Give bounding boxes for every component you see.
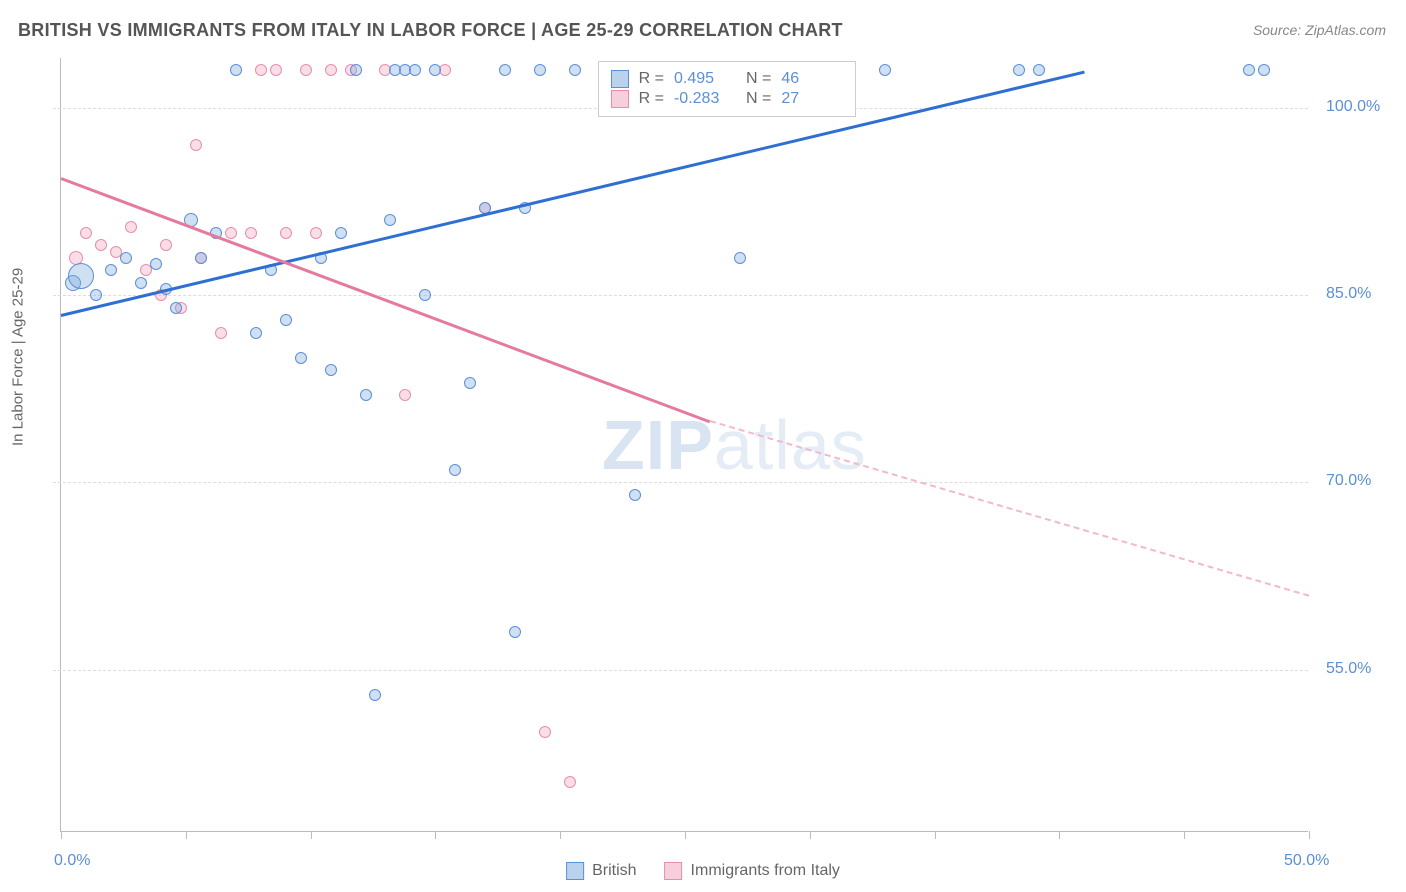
- data-point: [215, 327, 227, 339]
- data-point: [325, 364, 337, 376]
- data-point: [310, 227, 322, 239]
- data-point: [300, 64, 312, 76]
- data-point: [170, 302, 182, 314]
- trend-line: [710, 420, 1310, 597]
- stats-legend-row: R = 0.495 N = 46: [611, 70, 844, 88]
- chart-plot-area: ZIPatlas R = 0.495 N = 46 R = -0.283 N = 27: [60, 58, 1308, 832]
- data-point: [325, 64, 337, 76]
- data-point: [280, 314, 292, 326]
- legend-swatch: [566, 862, 584, 880]
- data-point: [399, 389, 411, 401]
- r-value: 0.495: [674, 70, 736, 88]
- x-tick: [560, 831, 561, 839]
- legend-label: Immigrants from Italy: [691, 862, 840, 880]
- data-point: [135, 277, 147, 289]
- data-point: [195, 252, 207, 264]
- legend-item: Immigrants from Italy: [665, 862, 840, 880]
- data-point: [384, 214, 396, 226]
- x-tick: [186, 831, 187, 839]
- legend-item: British: [566, 862, 636, 880]
- data-point: [429, 64, 441, 76]
- data-point: [1258, 64, 1270, 76]
- data-point: [534, 64, 546, 76]
- x-tick: [935, 831, 936, 839]
- data-point: [245, 227, 257, 239]
- data-point: [255, 64, 267, 76]
- data-point: [409, 64, 421, 76]
- data-point: [360, 389, 372, 401]
- data-point: [1033, 64, 1045, 76]
- data-point: [879, 64, 891, 76]
- n-value: 27: [781, 90, 843, 108]
- y-tick-label: 85.0%: [1326, 285, 1371, 303]
- data-point: [80, 227, 92, 239]
- data-point: [1243, 64, 1255, 76]
- x-tick: [1309, 831, 1310, 839]
- legend-label: British: [592, 862, 636, 880]
- data-point: [225, 227, 237, 239]
- data-point: [499, 64, 511, 76]
- series-legend: British Immigrants from Italy: [566, 862, 840, 880]
- legend-swatch: [665, 862, 683, 880]
- y-axis-title: In Labor Force | Age 25-29: [10, 268, 27, 446]
- data-point: [509, 626, 521, 638]
- n-label: N =: [746, 90, 771, 108]
- data-point: [150, 258, 162, 270]
- data-point: [280, 227, 292, 239]
- x-tick: [311, 831, 312, 839]
- data-point: [95, 239, 107, 251]
- data-point: [160, 239, 172, 251]
- chart-title: BRITISH VS IMMIGRANTS FROM ITALY IN LABO…: [18, 20, 843, 41]
- data-point: [569, 64, 581, 76]
- x-tick-label: 0.0%: [54, 852, 90, 870]
- data-point: [270, 64, 282, 76]
- data-point: [350, 64, 362, 76]
- x-tick: [435, 831, 436, 839]
- n-label: N =: [746, 70, 771, 88]
- data-point: [230, 64, 242, 76]
- stats-legend-row: R = -0.283 N = 27: [611, 90, 844, 108]
- legend-swatch: [611, 70, 629, 88]
- x-tick: [61, 831, 62, 839]
- source-attribution: Source: ZipAtlas.com: [1253, 22, 1386, 38]
- stats-legend: R = 0.495 N = 46 R = -0.283 N = 27: [598, 61, 857, 117]
- n-value: 46: [781, 70, 843, 88]
- data-point: [629, 489, 641, 501]
- data-point: [120, 252, 132, 264]
- data-point: [564, 776, 576, 788]
- x-tick: [1059, 831, 1060, 839]
- x-tick: [810, 831, 811, 839]
- data-point: [295, 352, 307, 364]
- data-point: [734, 252, 746, 264]
- grid-line: [53, 670, 1308, 671]
- r-label: R =: [639, 90, 664, 108]
- data-point: [419, 289, 431, 301]
- y-tick-label: 100.0%: [1326, 98, 1380, 116]
- watermark: ZIPatlas: [602, 405, 867, 485]
- data-point: [190, 139, 202, 151]
- data-point: [68, 263, 94, 289]
- r-value: -0.283: [674, 90, 736, 108]
- y-tick-label: 55.0%: [1326, 660, 1371, 678]
- data-point: [539, 726, 551, 738]
- data-point: [250, 327, 262, 339]
- grid-line: [53, 295, 1308, 296]
- x-tick: [685, 831, 686, 839]
- data-point: [449, 464, 461, 476]
- data-point: [1013, 64, 1025, 76]
- data-point: [125, 221, 137, 233]
- y-tick-label: 70.0%: [1326, 472, 1371, 490]
- x-tick: [1184, 831, 1185, 839]
- grid-line: [53, 482, 1308, 483]
- data-point: [464, 377, 476, 389]
- data-point: [90, 289, 102, 301]
- x-tick-label: 50.0%: [1284, 852, 1329, 870]
- r-label: R =: [639, 70, 664, 88]
- data-point: [369, 689, 381, 701]
- legend-swatch: [611, 90, 629, 108]
- data-point: [335, 227, 347, 239]
- data-point: [105, 264, 117, 276]
